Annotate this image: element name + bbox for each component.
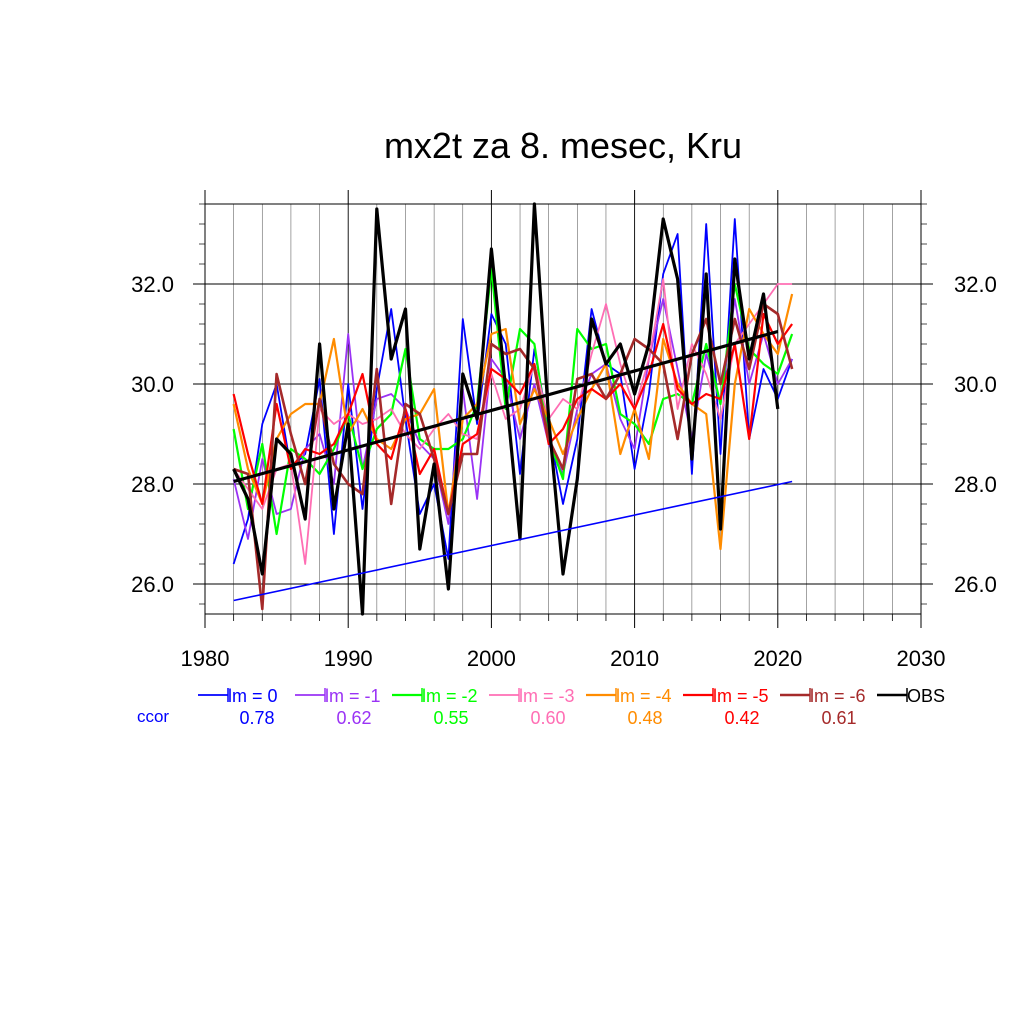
legend: lm = 0 lm = -1 lm = -2 lm = -3 lm = -4 lm = -… [198,686,945,706]
chart-title: mx2t za 8. mesec, Kru [384,125,742,166]
ccor-values: 0.78 0.62 0.55 0.60 0.48 0.42 0.61 [239,708,856,728]
legend-label: lm = -6 [810,686,866,706]
series-line-1 [232,298,793,540]
legend-label: OBS [907,686,945,706]
ccor-value: 0.78 [239,708,274,728]
trend-line-1 [233,480,793,602]
y-tick-label-right: 32.0 [954,272,997,297]
y-tick-labels: 26.0 26.0 28.0 28.0 30.0 30.0 32.0 32.0 [131,272,997,597]
series-lines [232,202,794,616]
ccor-value: 0.60 [530,708,565,728]
y-tick-label-left: 28.0 [131,472,174,497]
y-tick-label-left: 30.0 [131,372,174,397]
series-line-5 [232,312,793,516]
y-tick-label-right: 26.0 [954,572,997,597]
x-tick-label: 2020 [753,646,802,671]
x-tick-label: 2000 [467,646,516,671]
y-tick-label-right: 30.0 [954,372,997,397]
legend-label: lm = -5 [713,686,769,706]
x-tick-label: 2030 [897,646,946,671]
legend-label: lm = -1 [325,686,381,706]
x-tick-label: 2010 [610,646,659,671]
ccor-value: 0.42 [724,708,759,728]
trend-lines [233,329,793,602]
legend-label: lm = -2 [422,686,478,706]
plot-frame [204,203,922,615]
x-tick-label: 1990 [324,646,373,671]
series-line-7 [232,202,780,616]
series-line-4 [232,293,794,551]
axis-ticks [193,190,933,628]
series-line-0 [232,218,793,565]
trend-line-0 [233,329,779,484]
legend-label: lm = 0 [228,686,278,706]
x-tick-label: 1980 [181,646,230,671]
y-tick-label-left: 32.0 [131,272,174,297]
ccor-label: ccor [137,707,169,726]
y-tick-label-left: 26.0 [131,572,174,597]
ccor-value: 0.62 [336,708,371,728]
legend-label: lm = -3 [519,686,575,706]
y-tick-label-right: 28.0 [954,472,997,497]
ccor-value: 0.55 [433,708,468,728]
grid [205,204,921,614]
legend-label: lm = -4 [616,686,672,706]
ccor-value: 0.61 [821,708,856,728]
x-tick-labels: 1980 1990 2000 2010 2020 2030 [181,646,946,671]
ccor-value: 0.48 [627,708,662,728]
